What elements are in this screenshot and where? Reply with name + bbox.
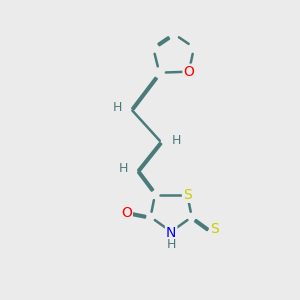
Text: S: S: [210, 222, 219, 236]
Text: H: H: [167, 238, 176, 251]
Text: H: H: [118, 163, 128, 176]
Text: N: N: [166, 226, 176, 240]
Text: S: S: [183, 188, 192, 202]
Text: O: O: [121, 206, 132, 220]
Text: O: O: [184, 65, 194, 79]
Text: H: H: [172, 134, 181, 147]
Text: H: H: [112, 100, 122, 114]
